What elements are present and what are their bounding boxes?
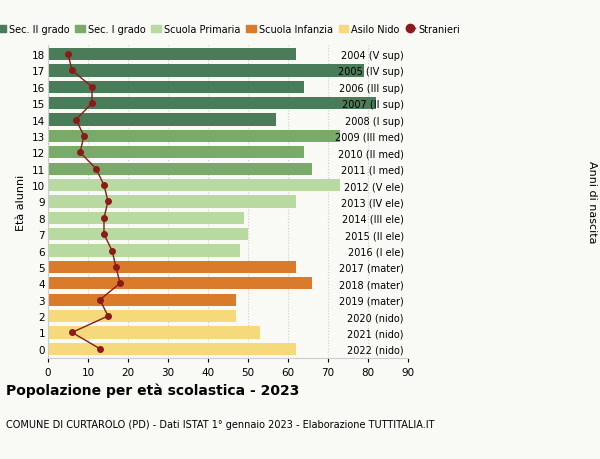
- Bar: [48, 179, 340, 192]
- Bar: [48, 310, 236, 323]
- Bar: [48, 229, 248, 241]
- Bar: [48, 65, 364, 78]
- Bar: [48, 147, 304, 159]
- Bar: [48, 196, 296, 208]
- Bar: [48, 163, 312, 175]
- Bar: [48, 245, 240, 257]
- Bar: [48, 98, 376, 110]
- Bar: [48, 212, 244, 224]
- Legend: Sec. II grado, Sec. I grado, Scuola Primaria, Scuola Infanzia, Asilo Nido, Stran: Sec. II grado, Sec. I grado, Scuola Prim…: [0, 25, 460, 35]
- Text: Anni di nascita: Anni di nascita: [587, 161, 597, 243]
- Y-axis label: Età alunni: Età alunni: [16, 174, 26, 230]
- Bar: [48, 278, 312, 290]
- Bar: [48, 294, 236, 306]
- Bar: [48, 114, 276, 126]
- Text: COMUNE DI CURTAROLO (PD) - Dati ISTAT 1° gennaio 2023 - Elaborazione TUTTITALIA.: COMUNE DI CURTAROLO (PD) - Dati ISTAT 1°…: [6, 419, 434, 429]
- Bar: [48, 130, 340, 143]
- Text: Popolazione per età scolastica - 2023: Popolazione per età scolastica - 2023: [6, 382, 299, 397]
- Bar: [48, 81, 304, 94]
- Bar: [48, 343, 296, 355]
- Bar: [48, 261, 296, 274]
- Bar: [48, 326, 260, 339]
- Bar: [48, 49, 296, 61]
